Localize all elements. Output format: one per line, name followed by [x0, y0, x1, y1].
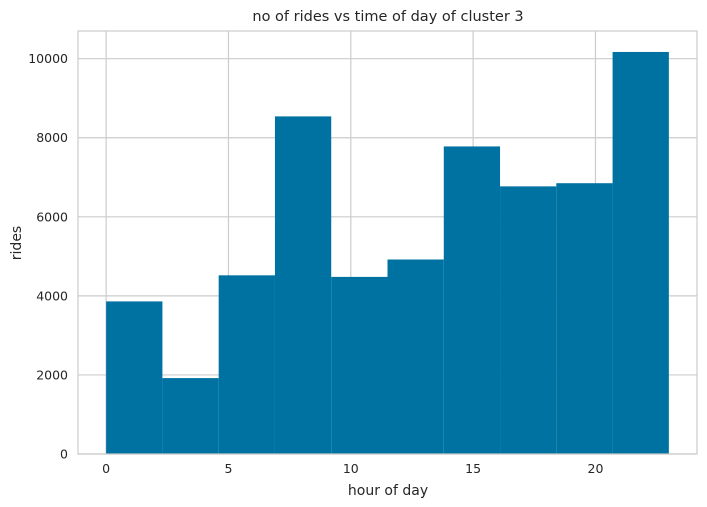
bars: [106, 51, 669, 455]
x-axis-label: hour of day: [348, 483, 428, 499]
y-tick-label: 4000: [36, 288, 68, 303]
histogram-bar: [387, 259, 444, 454]
x-tick-label: 5: [224, 461, 232, 476]
grid-lines: [78, 31, 697, 455]
y-tick-label: 10000: [28, 51, 68, 66]
y-tick-labels: 0 2000 4000 6000 8000 10000: [28, 51, 68, 461]
y-tick-label: 2000: [36, 367, 68, 382]
histogram-bar: [218, 275, 275, 454]
x-tick-label: 20: [588, 461, 604, 476]
histogram-bar: [612, 51, 669, 455]
x-tick-label: 10: [343, 461, 359, 476]
histogram-bar: [331, 276, 388, 454]
histogram-bar: [500, 186, 557, 454]
chart-title: no of rides vs time of day of cluster 3: [252, 9, 523, 25]
histogram-bar: [556, 183, 613, 454]
histogram-bar: [106, 301, 163, 454]
x-tick-label: 0: [102, 461, 110, 476]
x-tick-label: 15: [465, 461, 481, 476]
histogram-bar: [274, 116, 332, 454]
y-tick-label: 8000: [36, 130, 68, 145]
y-axis-label: rides: [9, 226, 25, 260]
histogram-bar: [443, 146, 501, 454]
histogram-bar: [162, 378, 219, 454]
plot-frame: [77, 30, 698, 455]
x-tick-labels: 0 5 10 15 20: [102, 461, 603, 476]
y-tick-label: 0: [60, 447, 68, 462]
y-tick-label: 6000: [36, 209, 68, 224]
